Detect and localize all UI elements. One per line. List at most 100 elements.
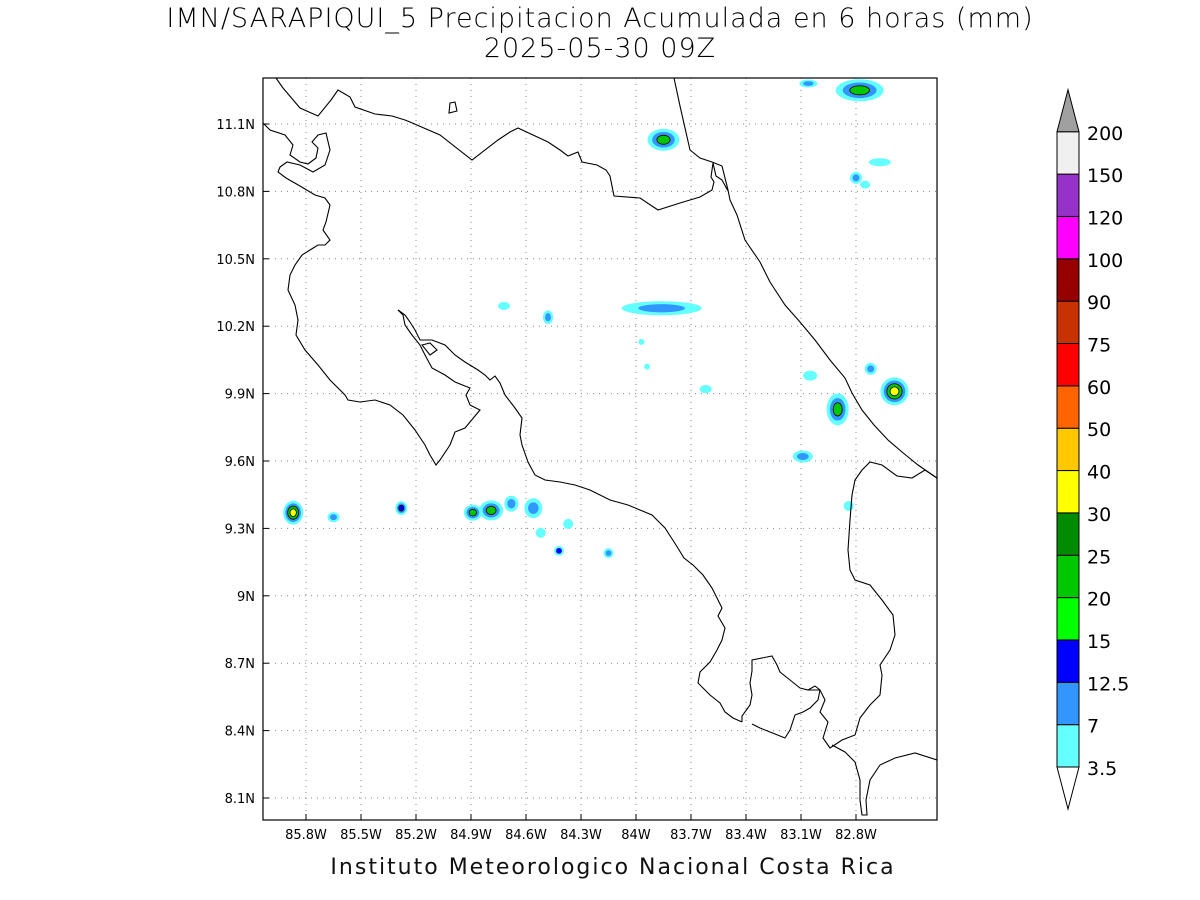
lat-lon-gridlines bbox=[263, 78, 937, 820]
precip-cell bbox=[479, 500, 504, 521]
precip-cell bbox=[603, 548, 614, 559]
y-tick-label: 9.9N bbox=[225, 388, 255, 403]
legend-color-bin bbox=[1056, 173, 1080, 217]
precip-cell bbox=[860, 180, 871, 189]
legend-color-bin bbox=[1056, 385, 1080, 429]
pacific-coast-north bbox=[263, 122, 481, 466]
legend-label: 60 bbox=[1087, 377, 1111, 399]
precip-cell bbox=[524, 498, 543, 519]
x-tick-label: 83.1W bbox=[780, 828, 822, 843]
precip-cell bbox=[542, 310, 553, 325]
precip-cell bbox=[643, 363, 650, 370]
precip-contour-level bbox=[843, 500, 854, 511]
y-tick-label: 10.8N bbox=[216, 185, 255, 200]
precip-contour-level bbox=[545, 313, 551, 322]
burica-peninsula bbox=[831, 744, 937, 816]
legend-color-bin bbox=[1056, 131, 1080, 175]
precip-contour-level bbox=[796, 453, 809, 461]
precip-contour-level bbox=[556, 547, 562, 554]
legend-label: 30 bbox=[1087, 504, 1111, 526]
x-tick-label: 84W bbox=[621, 828, 651, 843]
y-tick-label: 10.5N bbox=[216, 253, 255, 268]
axis-ticks: 85.8W 85.5W 85.2W 84.9W 84.6W 84.3W 84W 83.7W 83… bbox=[216, 118, 877, 843]
precip-cell bbox=[699, 385, 712, 394]
y-tick-label: 10.2N bbox=[216, 320, 255, 335]
legend-color-bin bbox=[1056, 215, 1080, 260]
precip-contour-level bbox=[485, 505, 497, 515]
precip-contour-level bbox=[468, 508, 477, 517]
x-tick-label: 85.5W bbox=[340, 828, 382, 843]
legend-color-bin bbox=[1056, 512, 1080, 556]
precip-contour-level bbox=[699, 385, 712, 394]
precip-contour-level bbox=[398, 504, 405, 512]
legend-color-bin bbox=[1056, 343, 1080, 387]
precip-contour-level bbox=[867, 365, 875, 373]
legend-label: 12.5 bbox=[1087, 673, 1129, 695]
legend-label: 75 bbox=[1087, 335, 1111, 357]
legend-label: 50 bbox=[1087, 419, 1111, 441]
gulf-of-nicoya-east bbox=[397, 309, 743, 723]
x-tick-label: 85.8W bbox=[285, 828, 327, 843]
legend-label: 200 bbox=[1087, 123, 1123, 145]
precip-cell bbox=[864, 362, 877, 375]
precip-contour-level bbox=[860, 180, 871, 189]
legend-arrow-high bbox=[1056, 87, 1080, 133]
legend-label: 40 bbox=[1087, 462, 1111, 484]
y-tick-label: 11.1N bbox=[216, 118, 255, 133]
precip-cell bbox=[843, 500, 854, 511]
x-tick-label: 84.9W bbox=[450, 828, 492, 843]
x-tick-label: 85.2W bbox=[395, 828, 437, 843]
precip-cell bbox=[849, 171, 862, 184]
precip-cell bbox=[647, 128, 680, 151]
y-tick-label: 9N bbox=[237, 590, 255, 605]
chira-island bbox=[421, 342, 438, 356]
y-tick-label: 8.4N bbox=[225, 725, 255, 740]
legend-label: 120 bbox=[1087, 207, 1123, 229]
legend-label: 15 bbox=[1087, 631, 1111, 653]
precip-contour-level bbox=[643, 363, 650, 370]
legend-arrow-low bbox=[1056, 766, 1080, 811]
legend-color-bin bbox=[1056, 554, 1080, 599]
precip-contour-level bbox=[803, 370, 818, 381]
precip-contour-level bbox=[605, 550, 612, 557]
precip-contour-level bbox=[329, 514, 337, 521]
precip-contour-level bbox=[507, 499, 516, 509]
precip-cell bbox=[504, 495, 519, 512]
nicaragua-lake-shore bbox=[275, 78, 715, 211]
osa-peninsula bbox=[741, 655, 821, 739]
precip-cell bbox=[826, 393, 849, 426]
precip-contour-level bbox=[849, 85, 870, 96]
precip-contour-level bbox=[852, 174, 860, 182]
y-tick-label: 9.3N bbox=[225, 522, 255, 537]
golfo-dulce-coast bbox=[808, 461, 937, 749]
y-tick-label: 8.1N bbox=[225, 792, 255, 807]
precip-cell bbox=[868, 158, 891, 167]
institution-credit: Instituto Meteorologico Nacional Costa R… bbox=[330, 855, 896, 880]
precip-cell bbox=[803, 370, 818, 381]
precip-contour-level bbox=[889, 386, 900, 397]
precip-contour-level bbox=[803, 81, 814, 86]
precip-cell bbox=[395, 501, 408, 516]
precipitation-field bbox=[283, 79, 909, 559]
legend-color-bin bbox=[1056, 258, 1080, 302]
precip-cell bbox=[327, 512, 340, 523]
precip-cell bbox=[638, 338, 645, 345]
precip-contour-level bbox=[656, 134, 671, 145]
precip-cell bbox=[799, 79, 818, 88]
precip-contour-level bbox=[289, 508, 297, 517]
legend-label: 7 bbox=[1087, 716, 1099, 738]
precip-contour-level bbox=[638, 304, 685, 313]
x-tick-label: 84.3W bbox=[560, 828, 602, 843]
precip-contour-level bbox=[832, 402, 843, 417]
legend-color-bin bbox=[1056, 724, 1080, 768]
nicaragua-lake-island bbox=[448, 101, 458, 114]
nicaragua-costa-rica-border bbox=[712, 162, 729, 192]
precip-cell bbox=[792, 450, 813, 463]
map-title: IMN/SARAPIQUI_5 Precipitacion Acumulada … bbox=[166, 3, 1034, 34]
precip-cell bbox=[621, 301, 702, 316]
legend-color-bin bbox=[1056, 681, 1080, 726]
legend-color-bin bbox=[1056, 470, 1080, 514]
precip-contour-level bbox=[497, 301, 510, 310]
precip-cell bbox=[535, 527, 546, 538]
